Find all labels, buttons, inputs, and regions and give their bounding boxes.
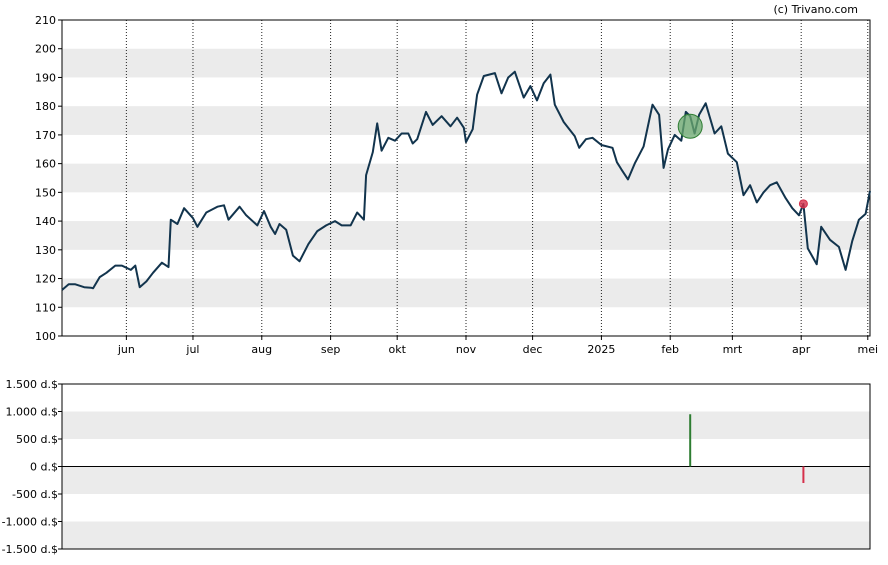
- trade-band: [62, 466, 870, 494]
- y-tick-label: 130: [35, 244, 56, 257]
- y-tick-label: 170: [35, 129, 56, 142]
- y-tick-label: 120: [35, 273, 56, 286]
- y-tick-label: 0 d.$: [30, 461, 58, 474]
- volume-panel-bars: [689, 414, 805, 483]
- x-tick-label: 2025: [587, 343, 615, 356]
- x-tick-label: mei: [858, 343, 879, 356]
- price-panel-bands: [62, 48, 870, 308]
- y-tick-label: 180: [35, 100, 56, 113]
- x-tick-label: jul: [185, 343, 199, 356]
- price-line: [61, 70, 871, 291]
- price-series: [61, 70, 871, 291]
- volume-panel-bands: [62, 411, 870, 549]
- y-tick-label: 110: [35, 301, 56, 314]
- y-tick-label: -1.000 d.$: [2, 516, 58, 529]
- y-tick-label: 500 d.$: [16, 433, 58, 446]
- y-tick-label: 1.000 d.$: [6, 406, 58, 419]
- y-tick-label: 140: [35, 215, 56, 228]
- x-tick-label: mrt: [723, 343, 743, 356]
- x-tick-label: jun: [117, 343, 135, 356]
- x-tick-label: dec: [523, 343, 543, 356]
- price-panel-y-ticks: 100 110 120 130 140 150 160 170 180 190 200 210: [35, 14, 62, 343]
- y-tick-label: -500 d.$: [12, 488, 58, 501]
- x-tick-label: feb: [661, 343, 679, 356]
- trade-band: [62, 521, 870, 549]
- y-tick-label: 190: [35, 71, 56, 84]
- trade-band: [62, 411, 870, 439]
- x-tick-label: sep: [321, 343, 340, 356]
- trade-markers: [677, 113, 808, 209]
- buy-marker: [677, 113, 703, 139]
- y-tick-label: 150: [35, 186, 56, 199]
- volume-panel-y-ticks: -1.500 d.$ -1.000 d.$ -500 d.$ 0 d.$ 500 d.$…: [2, 378, 62, 556]
- x-tick-label: nov: [456, 343, 477, 356]
- y-tick-label: -1.500 d.$: [2, 543, 58, 556]
- y-tick-label: 100: [35, 330, 56, 343]
- sell-marker: [798, 199, 808, 209]
- x-tick-label: aug: [251, 343, 272, 356]
- y-tick-label: 1.500 d.$: [6, 378, 58, 391]
- price-band: [62, 163, 870, 193]
- watermark-text: (c) Trivano.com: [773, 3, 858, 16]
- x-tick-label: apr: [792, 343, 811, 356]
- y-tick-label: 200: [35, 43, 56, 56]
- y-tick-label: 160: [35, 158, 56, 171]
- y-tick-label: 210: [35, 14, 56, 27]
- x-tick-label: okt: [388, 343, 406, 356]
- price-panel-x-ticks: jun jul aug sep okt nov dec 2025 feb mrt apr mei: [117, 336, 878, 356]
